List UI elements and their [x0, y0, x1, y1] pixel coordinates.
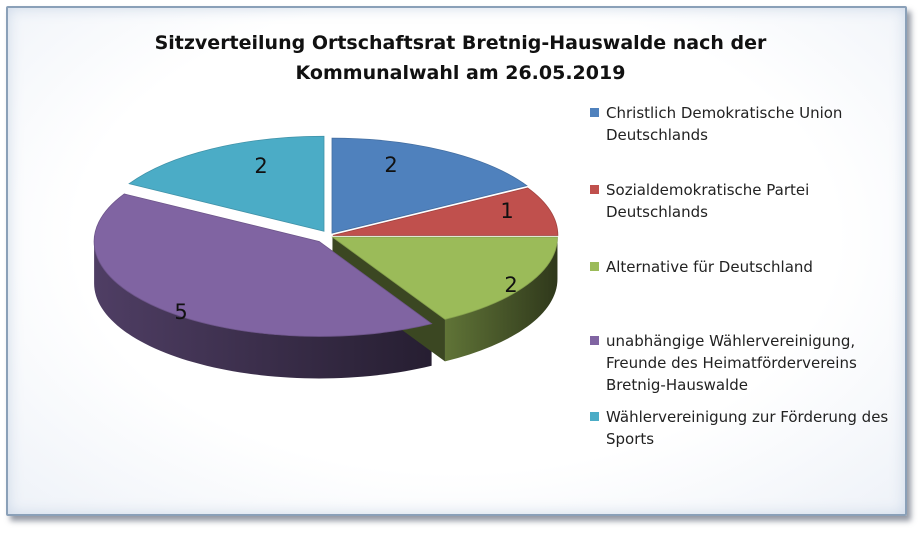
legend-label: unabhängige Wählervereinigung, Freunde de…: [606, 330, 906, 396]
legend-label-line: Bretnig-Hauswalde: [606, 376, 749, 394]
chart-title-line-2: Kommunalwahl am 26.05.2019: [295, 62, 626, 84]
legend-label-line: Christlich Demokratische Union: [606, 104, 843, 122]
legend-label: Alternative für Deutschland: [606, 256, 906, 278]
legend-label-line: Sports: [606, 430, 655, 448]
data-label-2: 2: [504, 273, 517, 297]
data-label-0: 2: [384, 153, 397, 177]
data-label-1: 1: [500, 199, 513, 223]
legend-label-line: Deutschlands: [606, 203, 708, 221]
legend-label: Christlich Demokratische Union Deutschlan…: [606, 102, 906, 146]
chart-title: Sitzverteilung Ortschaftsrat Bretnig-Hau…: [0, 28, 921, 88]
pie-slice-4: [128, 135, 325, 232]
legend-swatch: [590, 108, 599, 117]
pie-slice-1: [332, 187, 559, 236]
pie-slice-2: [331, 236, 558, 320]
pie-slice-3: [93, 193, 433, 337]
legend-swatch: [590, 412, 599, 421]
legend-label-line: Freunde des Heimatfördervereins: [606, 354, 857, 372]
legend-label-line: Wählervereinigung zur Förderung des: [606, 408, 889, 426]
legend-label: Sozialdemokratische Partei Deutschlands: [606, 179, 906, 223]
data-label-4: 2: [254, 154, 267, 178]
legend-label-line: Deutschlands: [606, 126, 708, 144]
chart-title-line-1: Sitzverteilung Ortschaftsrat Bretnig-Hau…: [154, 32, 767, 54]
pie-slice-side: [444, 237, 558, 362]
pie-slice-0: [331, 137, 528, 234]
legend-label-line: Sozialdemokratische Partei: [606, 181, 810, 199]
legend-label: Wählervereinigung zur Förderung des Sport…: [606, 406, 906, 450]
legend-swatch: [590, 336, 599, 345]
data-label-3: 5: [174, 300, 187, 324]
legend-label-line: Alternative für Deutschland: [606, 258, 813, 276]
legend-swatch: [590, 185, 599, 194]
legend-swatch: [590, 262, 599, 271]
pie-slice-side: [94, 241, 432, 379]
legend-label-line: unabhängige Wählervereinigung,: [606, 332, 856, 350]
